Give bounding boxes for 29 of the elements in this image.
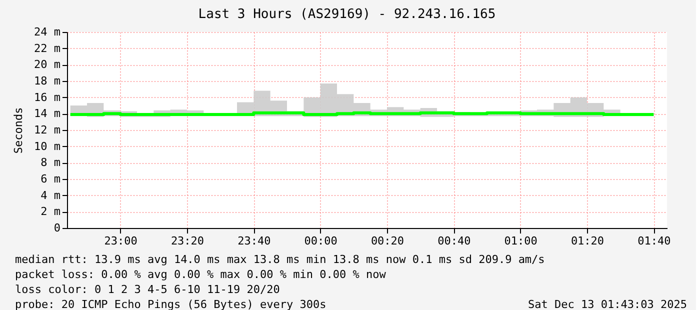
x-tick-label: 23:00 xyxy=(104,234,138,248)
y-tick-label: 6 m xyxy=(40,172,61,186)
y-tick-label: 4 m xyxy=(40,188,61,202)
y-tick-label: 12 m xyxy=(34,124,61,136)
x-tick-label: 01:00 xyxy=(504,234,538,248)
y-tick-label: 20 m xyxy=(34,58,61,72)
text: loss color: 0 1 2 3 4-5 6-10 11-19 20/20 xyxy=(15,283,280,296)
y-tick-label: 18 m xyxy=(34,74,61,88)
text: probe: 20 ICMP Echo Pings (56 Bytes) every 300s xyxy=(15,298,326,310)
x-tick-label: 23:40 xyxy=(238,234,271,248)
text: median rtt: 13.9 ms avg 14.0 ms max 13.8 ms min 13.8 ms now 0.1 ms sd 209.9 am/s xyxy=(15,253,545,266)
y-tick-label: 22 m xyxy=(34,42,61,55)
y-tick-label: 8 m xyxy=(40,156,61,170)
x-tick-label: 01:20 xyxy=(570,234,604,248)
x-tick-label: 00:20 xyxy=(370,234,404,248)
text: Sat Dec 13 01:43:03 2025 xyxy=(528,298,687,310)
y-tick-label: 14 m xyxy=(34,107,61,120)
x-tick-label: 01:40 xyxy=(638,234,671,248)
y-axis-title: Seconds xyxy=(12,107,26,154)
chart-title: Last 3 Hours (AS29169) - 92.243.16.165 xyxy=(198,7,496,22)
x-tick-label: 00:40 xyxy=(438,234,471,248)
y-tick-label: 24 m xyxy=(34,26,61,38)
y-tick-label: 0 xyxy=(54,222,60,234)
x-tick-label: 23:20 xyxy=(170,234,204,248)
x-tick-label: 00:00 xyxy=(304,234,338,248)
y-tick-label: 16 m xyxy=(34,90,61,104)
y-tick-label: 2 m xyxy=(40,205,61,218)
text: packet loss: 0.00 % avg 0.00 % max 0.00 % min 0.00 % now xyxy=(15,268,386,281)
y-tick-label: 10 m xyxy=(34,140,61,153)
